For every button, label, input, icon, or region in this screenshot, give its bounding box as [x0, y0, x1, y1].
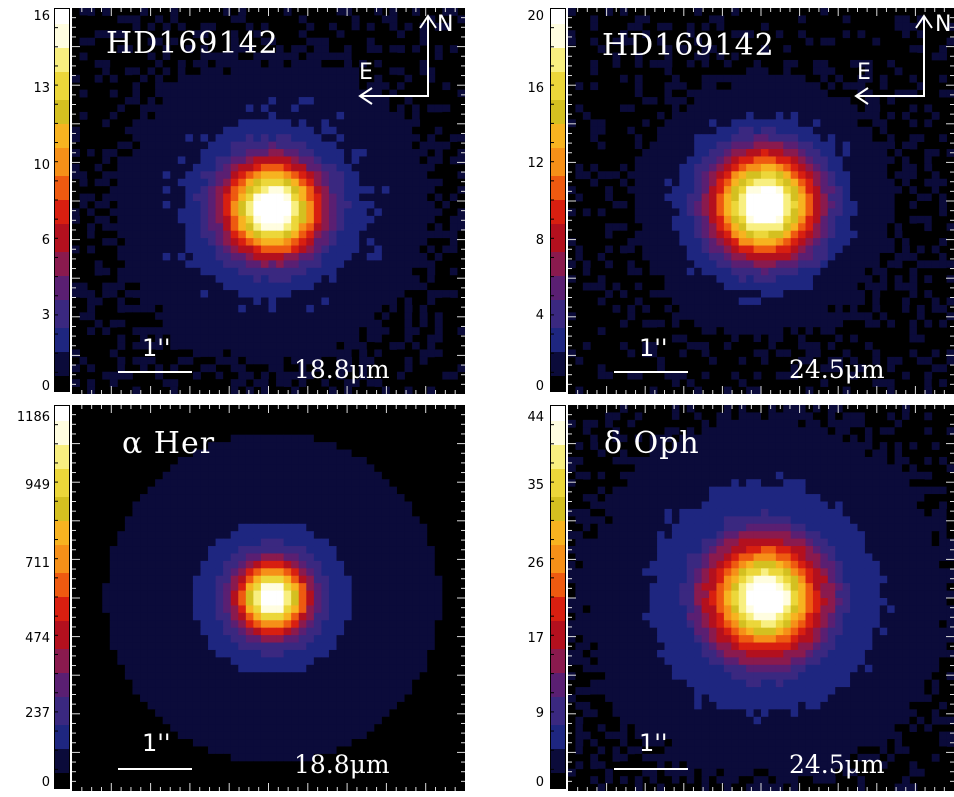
star-image: [72, 8, 465, 394]
colorbar-tick-label: 0: [41, 379, 50, 394]
colorbar-tick-label: 12: [527, 156, 544, 171]
star-image: [72, 405, 465, 791]
compass-north-label: N: [437, 12, 454, 37]
colorbar-tick-label: 949: [25, 478, 50, 493]
wavelength-label: 18.8μm: [294, 355, 390, 384]
colorbar-tick-label: 0: [535, 775, 544, 790]
scale-bar-label: 1'': [639, 729, 668, 757]
compass-north-label: N: [935, 12, 952, 37]
object-label: δ Oph: [604, 426, 700, 461]
colorbar-tick-label: 35: [527, 478, 544, 493]
colorbar-tick-label: 16: [33, 9, 50, 24]
colorbar-tick-label: 711: [25, 556, 50, 571]
colorbar-tick-label: 10: [33, 158, 50, 173]
compass-east-label: E: [359, 60, 373, 85]
colorbar-tick-label: 1186: [16, 410, 50, 425]
scale-bar-label: 1'': [142, 729, 171, 757]
scale-bar-label: 1'': [639, 334, 668, 362]
colorbar-tick-label: 8: [535, 233, 544, 248]
colorbar-tick-label: 26: [527, 556, 544, 571]
colorbar-tick-label: 6: [41, 233, 50, 248]
compass-east-label: E: [857, 60, 871, 85]
wavelength-label: 18.8μm: [294, 750, 390, 779]
colorbar-tick-label: 44: [527, 410, 544, 425]
colorbar-tick-label: 474: [25, 631, 50, 646]
colorbar-tick-label: 9: [535, 706, 544, 721]
colorbar-tick-label: 0: [41, 775, 50, 790]
object-label: HD169142: [106, 26, 279, 61]
colorbar-tick-label: 4: [535, 308, 544, 323]
star-image: [568, 405, 954, 791]
colorbar-tick-label: 13: [33, 81, 50, 96]
star-image: [568, 8, 954, 394]
colorbar-tick-label: 237: [25, 706, 50, 721]
colorbar: [54, 405, 70, 789]
colorbar: [550, 8, 566, 392]
wavelength-label: 24.5μm: [789, 750, 885, 779]
colorbar-tick-label: 3: [41, 308, 50, 323]
object-label: α Her: [122, 426, 216, 461]
colorbar-tick-label: 20: [527, 9, 544, 24]
colorbar: [550, 405, 566, 789]
colorbar-tick-label: 0: [535, 379, 544, 394]
colorbar-tick-label: 17: [527, 631, 544, 646]
wavelength-label: 24.5μm: [789, 355, 885, 384]
object-label: HD169142: [602, 28, 775, 63]
colorbar: [54, 8, 70, 392]
scale-bar-label: 1'': [142, 334, 171, 362]
colorbar-tick-label: 16: [527, 81, 544, 96]
